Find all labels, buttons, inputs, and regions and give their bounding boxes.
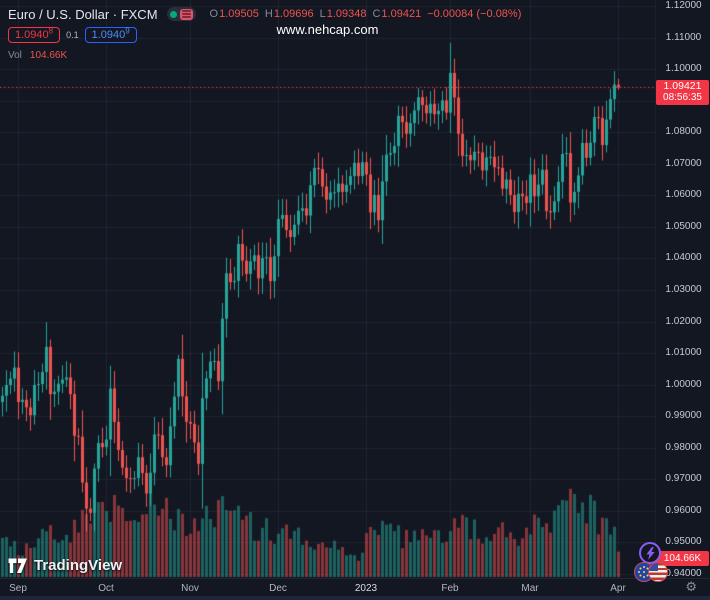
tradingview-mark-icon xyxy=(8,558,27,573)
volume-legend: Vol 104.66K xyxy=(8,50,521,61)
data-menu-icon xyxy=(179,8,193,20)
low-label: L xyxy=(319,8,326,20)
price-axis-label: 1.08000 xyxy=(665,126,702,138)
low-value: 1.09348 xyxy=(326,8,367,20)
symbol-title[interactable]: Euro / U.S. Dollar · FXCM xyxy=(8,6,158,22)
price-axis-label: 1.11000 xyxy=(665,31,702,43)
price-axis-label: 0.94000 xyxy=(665,568,702,579)
price-axis[interactable]: 1.12000 1.11000 1.10000 1.08000 1.07000 1.060… xyxy=(655,0,710,579)
volume-axis-label: 104.66K xyxy=(656,551,709,566)
spread-value: 0.1 xyxy=(66,30,79,40)
time-axis-label: Mar xyxy=(521,583,539,594)
price-axis-label: 1.06000 xyxy=(665,189,702,201)
time-axis-label: 2023 xyxy=(354,583,378,594)
time-axis-label: Nov xyxy=(181,583,199,594)
price-axis-label: 1.02000 xyxy=(665,315,702,327)
market-status-toggle[interactable] xyxy=(166,7,196,21)
time-axis-label: Sep xyxy=(9,583,27,594)
price-axis-label: 1.12000 xyxy=(665,0,702,11)
lightning-bolt-icon xyxy=(645,546,655,560)
tradingview-logo-text: TradingView xyxy=(34,557,123,574)
close-label: C xyxy=(372,8,381,20)
price-axis-label: 1.05000 xyxy=(665,220,702,232)
chart-legend: Euro / U.S. Dollar · FXCM O 1.09505 H 1.09… xyxy=(8,6,521,61)
price-axis-label: 1.07000 xyxy=(665,157,702,169)
market-open-dot-icon xyxy=(169,10,177,18)
candlestick-chart-canvas[interactable] xyxy=(0,0,655,578)
tradingview-logo[interactable]: TradingView xyxy=(8,557,122,574)
sell-bid-button[interactable]: 1.09408 xyxy=(8,27,61,43)
price-axis-label: 1.00000 xyxy=(665,378,702,390)
lightning-button[interactable] xyxy=(639,542,661,564)
change-value: −0.00084 (−0.08%) xyxy=(427,8,522,20)
ohlc-legend: O 1.09505 H 1.09696 L 1.09348 C 1.09421 −0.0… xyxy=(204,8,522,20)
volume-label: Vol xyxy=(8,50,22,61)
high-value: 1.09696 xyxy=(273,8,314,20)
price-axis-label: 0.99000 xyxy=(665,410,702,422)
gear-icon[interactable]: ⚙ xyxy=(685,580,697,595)
price-axis-label: 0.98000 xyxy=(665,441,702,453)
bar-countdown: 08:56:35 xyxy=(663,92,702,103)
price-axis-label: 1.03000 xyxy=(665,284,702,295)
price-axis-label: 0.96000 xyxy=(665,504,702,516)
high-label: H xyxy=(264,8,273,20)
price-axis-label: 1.01000 xyxy=(665,347,702,359)
buy-ask-button[interactable]: 1.09409 xyxy=(84,27,137,43)
time-axis-label: Feb xyxy=(441,583,459,594)
price-axis-label: 0.95000 xyxy=(665,536,702,548)
open-value: 1.09505 xyxy=(219,8,259,20)
price-axis-label: 0.97000 xyxy=(665,473,702,485)
volume-value: 104.66K xyxy=(29,50,68,61)
last-price-value: 1.09421 xyxy=(663,80,702,92)
close-value: 1.09421 xyxy=(381,8,422,20)
price-axis-label: 1.04000 xyxy=(665,252,702,264)
price-axis-label: 1.10000 xyxy=(665,63,702,75)
us-flag-icon xyxy=(648,562,668,582)
symbol-flags-icon xyxy=(634,562,668,582)
time-axis[interactable]: ⚙ Sep Oct Nov Dec 2023 Feb Mar Apr xyxy=(0,578,710,597)
time-axis-label: Apr xyxy=(610,583,626,594)
time-axis-label: Dec xyxy=(269,583,287,594)
watermark: www.nehcap.com xyxy=(276,22,379,37)
bottom-edge-strip xyxy=(0,596,710,600)
last-price-label: 1.09421 08:56:35 xyxy=(656,80,709,105)
time-axis-label: Oct xyxy=(98,583,114,594)
open-label: O xyxy=(209,8,219,20)
